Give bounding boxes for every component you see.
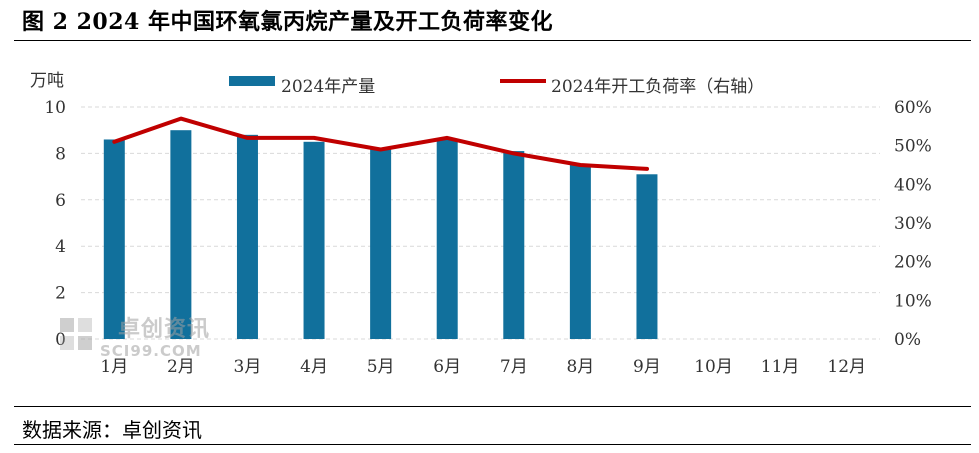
y-tick-label: 8 [55,144,66,164]
y2-tick-label: 60% [894,98,932,118]
grid-lines [81,106,880,340]
title-rule [14,40,971,41]
bar [236,134,258,339]
y-axis-left: 0 2 4 6 8 10 [44,98,66,350]
bar [503,151,525,339]
y-tick-label: 2 [55,284,66,304]
y2-tick-label: 40% [894,175,932,195]
bar [303,141,325,339]
x-tick-label: 4月 [300,357,328,377]
legend: 2024年产量 2024年开工负荷率（右轴） [229,76,764,97]
y2-tick-label: 0% [894,330,921,350]
x-tick-label: 7月 [500,357,528,377]
bar-series [103,130,658,339]
bar [370,148,392,339]
bar [569,165,591,339]
x-tick-label: 5月 [367,357,395,377]
bar [170,130,192,339]
x-tick-label: 2月 [167,357,195,377]
x-tick-label: 1月 [100,357,128,377]
y-tick-label: 10 [44,98,66,118]
source-note: 数据来源：卓创资讯 [22,418,202,442]
x-tick-label: 6月 [433,357,461,377]
y2-tick-label: 10% [894,291,932,311]
bar [636,174,658,339]
x-tick-label: 3月 [234,357,262,377]
line-series [112,116,649,171]
legend-label-bar: 2024年产量 [281,77,375,97]
bar [103,139,125,339]
bottom-rule [14,444,971,445]
y-tick-label: 0 [55,330,66,350]
y-tick-label: 4 [55,237,66,257]
x-tick-label: 11月 [761,357,800,377]
y-tick-label: 6 [55,191,66,211]
x-tick-label: 9月 [633,357,661,377]
x-tick-label: 8月 [566,357,594,377]
line-path [112,116,649,171]
chart: 1月 2月 3月 4月 5月 6月 7月 8月 9月 10月 11月 12月 0 2 4 6 8 10 0% 10… [30,71,932,377]
footer-rule [14,406,971,407]
legend-swatch-bar [229,76,275,86]
y-axis-right: 0% 10% 20% 30% 40% 50% 60% [894,98,932,350]
y2-tick-label: 20% [894,253,932,273]
legend-label-line: 2024年开工负荷率（右轴） [551,77,764,97]
x-tick-label: 12月 [827,357,866,377]
y2-tick-label: 50% [894,137,932,157]
y-axis-label: 万吨 [30,71,64,91]
y2-tick-label: 30% [894,214,932,234]
watermark-text-en: SCI99.COM [100,342,202,360]
x-tick-label: 10月 [694,357,733,377]
watermark-logo [60,318,92,350]
watermark-text-cn: 卓创资讯 [118,316,211,342]
x-axis: 1月 2月 3月 4月 5月 6月 7月 8月 9月 10月 11月 12月 [100,357,866,377]
bar [436,139,458,339]
page-title: 图 2 2024 年中国环氧氯丙烷产量及开工负荷率变化 [22,9,554,35]
